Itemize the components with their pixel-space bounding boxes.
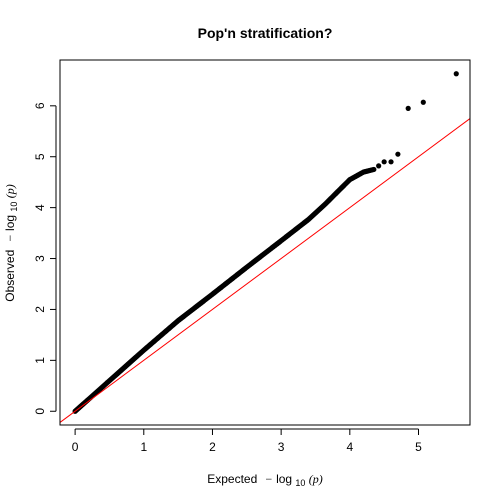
- data-point: [453, 71, 459, 77]
- y-tick-label: 4: [33, 204, 47, 211]
- data-point: [371, 166, 377, 173]
- data-point: [420, 99, 426, 105]
- x-tick-label: 1: [140, 440, 147, 454]
- y-tick-label: 3: [33, 255, 47, 262]
- x-tick-label: 4: [346, 440, 353, 454]
- y-axis-label: Observed − log 10 (p): [3, 184, 20, 302]
- y-tick-label: 1: [33, 357, 47, 364]
- y-tick-label: 5: [33, 153, 47, 160]
- data-point: [405, 105, 411, 111]
- y-tick-label: 6: [33, 102, 47, 109]
- x-axis: 0 1 2 3 4 5: [72, 428, 422, 454]
- data-points: [72, 71, 459, 414]
- x-tick-label: 5: [415, 440, 422, 454]
- reference-line: [59, 118, 471, 423]
- y-tick-label: 2: [33, 306, 47, 313]
- x-axis-label: Expected − log 10 (p): [207, 472, 323, 489]
- data-point: [388, 159, 394, 165]
- plot-frame: [59, 59, 471, 426]
- x-tick-label: 2: [209, 440, 216, 454]
- y-tick-label: 0: [33, 408, 47, 415]
- x-tick-label: 3: [278, 440, 285, 454]
- data-point: [395, 151, 401, 157]
- x-tick-label: 0: [72, 440, 79, 454]
- chart-title: Pop'n stratification?: [198, 25, 333, 41]
- data-point: [376, 163, 382, 169]
- data-point: [381, 159, 387, 165]
- y-axis: 0 1 2 3 4 5 6: [33, 102, 57, 415]
